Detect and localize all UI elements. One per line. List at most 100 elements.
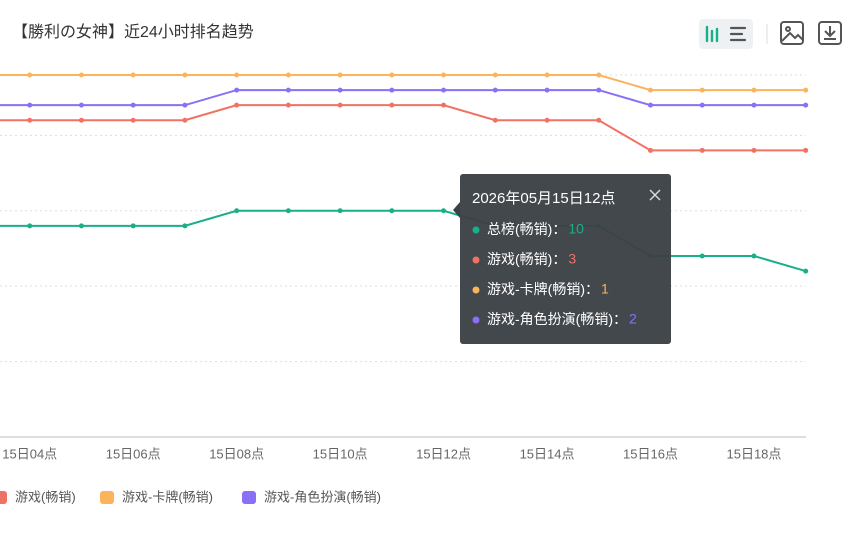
data-point bbox=[699, 87, 705, 93]
data-point bbox=[234, 102, 240, 108]
data-point bbox=[751, 253, 757, 259]
data-point bbox=[699, 253, 705, 259]
x-tick-label: 15日08点 bbox=[209, 446, 264, 461]
series-line bbox=[0, 209, 806, 273]
tooltip-value: 1 bbox=[601, 281, 609, 297]
tooltip-series-name: 总榜(畅销) bbox=[487, 221, 552, 237]
data-point bbox=[389, 72, 395, 78]
data-point bbox=[285, 72, 291, 78]
data-point bbox=[130, 117, 136, 123]
data-point bbox=[182, 102, 188, 108]
data-point bbox=[751, 102, 757, 108]
chart-title: 【勝利の女神】近24小时排名趋势 bbox=[12, 22, 254, 41]
data-point bbox=[182, 223, 188, 229]
data-point bbox=[544, 72, 550, 78]
data-point bbox=[492, 87, 498, 93]
data-point bbox=[78, 102, 84, 108]
toolbar bbox=[699, 19, 842, 49]
tooltip-value: 10 bbox=[568, 221, 584, 237]
legend-marker bbox=[242, 491, 256, 504]
tooltip-label: 游戏(畅销)： bbox=[487, 251, 566, 267]
download-button[interactable] bbox=[818, 21, 842, 45]
data-point bbox=[27, 223, 33, 229]
data-point bbox=[492, 72, 498, 78]
data-point bbox=[647, 102, 653, 108]
x-tick-label: 15日18点 bbox=[726, 446, 781, 461]
tooltip-dot bbox=[472, 316, 480, 324]
data-point bbox=[803, 147, 809, 153]
data-point bbox=[234, 208, 240, 214]
data-point bbox=[803, 102, 809, 108]
data-point bbox=[699, 102, 705, 108]
tooltip-separator: ： bbox=[585, 281, 599, 297]
tooltip-title: 2026年05月15日12点 bbox=[472, 190, 615, 207]
x-tick-label: 15日14点 bbox=[520, 446, 575, 461]
data-point bbox=[234, 87, 240, 93]
x-tick-label: 15日12点 bbox=[416, 446, 471, 461]
data-point bbox=[182, 72, 188, 78]
data-point bbox=[389, 102, 395, 108]
legend-marker bbox=[0, 491, 7, 504]
data-point bbox=[803, 87, 809, 93]
tooltip-label: 总榜(畅销)： bbox=[487, 221, 566, 237]
data-point bbox=[441, 102, 447, 108]
x-tick-label: 15日16点 bbox=[623, 446, 678, 461]
tooltip-dot bbox=[472, 286, 480, 294]
data-point bbox=[647, 87, 653, 93]
tooltip-label: 游戏-卡牌(畅销)： bbox=[487, 281, 599, 297]
data-point bbox=[751, 147, 757, 153]
data-point bbox=[337, 72, 343, 78]
x-tick-label: 15日10点 bbox=[313, 446, 368, 461]
data-point bbox=[803, 268, 809, 274]
tooltip-label: 游戏-角色扮演(畅销)： bbox=[487, 311, 627, 327]
data-point bbox=[441, 72, 447, 78]
save-image-button[interactable] bbox=[780, 21, 804, 45]
data-point bbox=[130, 223, 136, 229]
data-point bbox=[596, 117, 602, 123]
series-line bbox=[0, 104, 806, 152]
tooltip-dot bbox=[472, 256, 480, 264]
data-point bbox=[337, 87, 343, 93]
data-point bbox=[285, 208, 291, 214]
legend-label: 游戏-卡牌(畅销) bbox=[122, 489, 213, 504]
legend-label: 游戏-角色扮演(畅销) bbox=[264, 489, 381, 504]
x-tick-label: 15日06点 bbox=[106, 446, 161, 461]
tooltip-separator: ： bbox=[613, 311, 627, 327]
data-point bbox=[596, 87, 602, 93]
tooltip-series-name: 游戏-角色扮演(畅销) bbox=[487, 311, 613, 327]
data-point bbox=[234, 72, 240, 78]
data-point bbox=[544, 117, 550, 123]
data-point bbox=[78, 72, 84, 78]
data-point bbox=[130, 72, 136, 78]
legend-label: 游戏(畅销) bbox=[15, 489, 76, 504]
tooltip-separator: ： bbox=[552, 221, 566, 237]
data-point bbox=[544, 87, 550, 93]
data-point bbox=[27, 117, 33, 123]
data-point bbox=[389, 87, 395, 93]
tooltip-value: 3 bbox=[568, 251, 576, 267]
series-line bbox=[0, 74, 806, 92]
tooltip-separator: ： bbox=[552, 251, 566, 267]
data-point bbox=[78, 117, 84, 123]
tooltip-close[interactable] bbox=[649, 189, 661, 201]
data-point bbox=[337, 102, 343, 108]
data-point bbox=[751, 87, 757, 93]
data-point bbox=[27, 102, 33, 108]
legend-marker bbox=[100, 491, 114, 504]
data-point bbox=[699, 147, 705, 153]
data-point bbox=[337, 208, 343, 214]
data-point bbox=[78, 223, 84, 229]
data-point bbox=[441, 87, 447, 93]
data-point bbox=[441, 208, 447, 214]
data-point bbox=[285, 87, 291, 93]
x-tick-label: 15日04点 bbox=[2, 446, 57, 461]
tooltip-value: 2 bbox=[629, 311, 637, 327]
data-point bbox=[130, 102, 136, 108]
data-point bbox=[596, 72, 602, 78]
tooltip-dot bbox=[472, 226, 480, 234]
data-point bbox=[389, 208, 395, 214]
tooltip-series-name: 游戏-卡牌(畅销) bbox=[487, 281, 585, 297]
data-point bbox=[182, 117, 188, 123]
